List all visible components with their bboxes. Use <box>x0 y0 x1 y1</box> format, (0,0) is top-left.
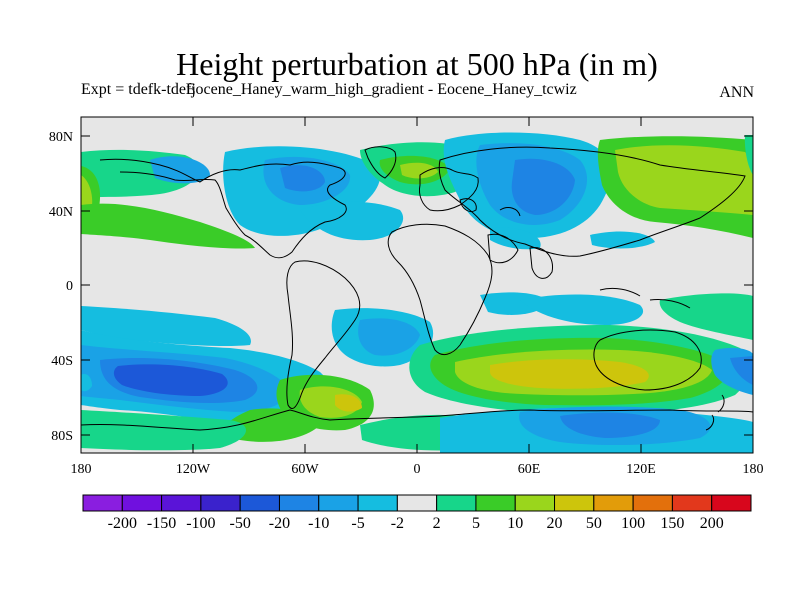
colorbar-label: -5 <box>351 515 364 532</box>
colorbar-swatch <box>82 494 123 512</box>
lat-label-40s: 40S <box>51 354 73 369</box>
colorbar-label: 200 <box>700 515 724 532</box>
colorbar-swatch <box>632 494 673 512</box>
lon-label-120w: 120W <box>176 462 211 477</box>
colorbar-swatch <box>475 494 516 512</box>
colorbar-swatch <box>161 494 202 512</box>
colorbar-label: 150 <box>660 515 684 532</box>
colorbar-label: 100 <box>621 515 645 532</box>
lat-label-80n: 80N <box>49 130 73 145</box>
colorbar-label: -2 <box>391 515 404 532</box>
colorbar <box>82 494 752 512</box>
lon-label-120e: 120E <box>626 462 656 477</box>
colorbar-label: -200 <box>108 515 137 532</box>
contour-field <box>81 117 753 453</box>
colorbar-swatch <box>278 494 320 512</box>
coastlines <box>81 146 753 431</box>
colorbar-label: 20 <box>547 515 563 532</box>
colorbar-swatch <box>671 494 713 512</box>
axis-ticks <box>81 117 753 453</box>
colorbar-swatch <box>200 494 241 512</box>
colorbar-label: -150 <box>147 515 176 532</box>
colorbar-label: 10 <box>507 515 523 532</box>
lat-label-0: 0 <box>66 279 73 294</box>
lat-label-80s: 80S <box>51 429 73 444</box>
colorbar-swatch <box>554 494 595 512</box>
colorbar-label: 2 <box>433 515 441 532</box>
lat-label-40n: 40N <box>49 205 73 220</box>
colorbar-label: 5 <box>472 515 480 532</box>
colorbar-swatch <box>357 494 398 512</box>
colorbar-label: 50 <box>586 515 602 532</box>
experiment-subtitle: Expt = tdefk-tdefjEocene_Haney_warm_high… <box>81 81 577 99</box>
colorbar-swatch <box>396 494 438 512</box>
lon-label-180w: 180 <box>71 462 92 477</box>
colorbar-label: -100 <box>186 515 215 532</box>
colorbar-label: -50 <box>230 515 251 532</box>
lon-label-0: 0 <box>414 462 421 477</box>
colorbar-swatch <box>514 494 556 512</box>
colorbar-swatch <box>318 494 359 512</box>
lon-label-180e: 180 <box>743 462 764 477</box>
colorbar-swatch <box>593 494 634 512</box>
experiment-overlap-label: Eocene_Haney_warm_high_gradient - Eocene… <box>185 81 577 98</box>
experiment-label: Expt = tdefk-tdefj <box>81 81 196 98</box>
colorbar-labels: -200 -150 -100 -50 -20 -10 -5 -2 2 5 10 20 50 100 150 2… <box>108 515 724 532</box>
page-title: Height perturbation at 500 hPa (in m) <box>176 46 658 82</box>
season-label: ANN <box>719 84 754 101</box>
colorbar-swatch <box>711 494 752 512</box>
colorbar-label: -10 <box>308 515 329 532</box>
colorbar-swatch <box>436 494 477 512</box>
colorbar-swatch <box>239 494 280 512</box>
lon-label-60e: 60E <box>518 462 541 477</box>
colorbar-label: -20 <box>269 515 290 532</box>
lon-label-60w: 60W <box>291 462 319 477</box>
colorbar-swatch <box>121 494 163 512</box>
